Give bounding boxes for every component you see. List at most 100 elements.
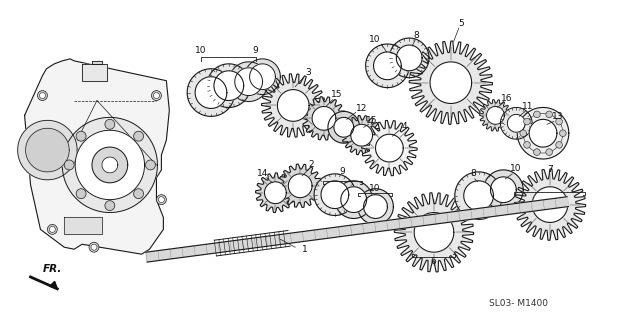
Circle shape bbox=[556, 118, 563, 125]
Circle shape bbox=[40, 93, 45, 99]
Polygon shape bbox=[187, 69, 235, 116]
Polygon shape bbox=[376, 134, 403, 162]
Polygon shape bbox=[102, 157, 118, 173]
Polygon shape bbox=[396, 45, 422, 71]
Text: 8: 8 bbox=[471, 169, 477, 178]
Polygon shape bbox=[529, 119, 557, 147]
Text: SL03- M1400: SL03- M1400 bbox=[488, 299, 547, 308]
Text: FR.: FR. bbox=[42, 264, 62, 274]
Polygon shape bbox=[321, 181, 349, 209]
Polygon shape bbox=[288, 174, 312, 198]
Circle shape bbox=[546, 111, 552, 118]
Polygon shape bbox=[278, 164, 322, 207]
Text: 2: 2 bbox=[308, 161, 314, 169]
Text: 10: 10 bbox=[509, 164, 521, 173]
Polygon shape bbox=[92, 147, 128, 183]
Circle shape bbox=[38, 91, 47, 100]
Polygon shape bbox=[500, 107, 532, 139]
Polygon shape bbox=[409, 41, 493, 124]
Circle shape bbox=[152, 91, 161, 100]
Text: 12: 12 bbox=[356, 104, 367, 113]
Polygon shape bbox=[146, 197, 568, 262]
Polygon shape bbox=[92, 61, 102, 64]
Circle shape bbox=[134, 131, 143, 141]
Polygon shape bbox=[365, 44, 409, 88]
Polygon shape bbox=[277, 90, 309, 121]
Polygon shape bbox=[364, 195, 387, 218]
Text: 13: 13 bbox=[552, 112, 564, 121]
Polygon shape bbox=[244, 59, 280, 94]
Circle shape bbox=[47, 225, 58, 234]
Text: 10: 10 bbox=[369, 184, 380, 193]
Text: 5: 5 bbox=[458, 19, 463, 28]
Text: 16: 16 bbox=[500, 94, 512, 103]
Text: 9: 9 bbox=[339, 167, 345, 176]
Polygon shape bbox=[335, 181, 372, 218]
Text: 8: 8 bbox=[413, 31, 419, 40]
Polygon shape bbox=[334, 117, 354, 137]
Polygon shape bbox=[302, 97, 346, 140]
Circle shape bbox=[76, 131, 86, 141]
Text: 10: 10 bbox=[369, 35, 380, 44]
Circle shape bbox=[524, 142, 531, 148]
Polygon shape bbox=[479, 100, 511, 131]
Polygon shape bbox=[517, 107, 569, 159]
Polygon shape bbox=[82, 64, 107, 81]
Circle shape bbox=[76, 189, 86, 199]
Circle shape bbox=[91, 244, 97, 250]
Circle shape bbox=[64, 160, 74, 170]
Polygon shape bbox=[389, 38, 429, 78]
Polygon shape bbox=[62, 117, 157, 212]
Circle shape bbox=[145, 160, 156, 170]
Text: 7: 7 bbox=[547, 165, 553, 174]
Polygon shape bbox=[264, 182, 286, 204]
Polygon shape bbox=[26, 128, 69, 172]
Circle shape bbox=[524, 118, 531, 125]
Text: 6: 6 bbox=[430, 257, 436, 266]
Polygon shape bbox=[532, 187, 568, 222]
Polygon shape bbox=[235, 68, 262, 95]
Text: 1: 1 bbox=[302, 245, 308, 254]
Circle shape bbox=[105, 119, 115, 129]
Polygon shape bbox=[342, 115, 381, 155]
Polygon shape bbox=[414, 212, 454, 252]
Polygon shape bbox=[486, 107, 504, 124]
Polygon shape bbox=[195, 77, 227, 108]
Polygon shape bbox=[75, 130, 145, 200]
Polygon shape bbox=[351, 124, 372, 146]
Polygon shape bbox=[50, 281, 58, 289]
Circle shape bbox=[89, 242, 99, 252]
Polygon shape bbox=[430, 62, 472, 103]
Polygon shape bbox=[484, 170, 524, 210]
Polygon shape bbox=[374, 52, 401, 80]
Polygon shape bbox=[250, 64, 275, 90]
Circle shape bbox=[520, 130, 527, 136]
Polygon shape bbox=[508, 114, 525, 132]
Circle shape bbox=[546, 149, 552, 156]
Text: 15: 15 bbox=[366, 116, 378, 125]
Polygon shape bbox=[455, 172, 502, 219]
Polygon shape bbox=[515, 169, 586, 240]
Circle shape bbox=[156, 195, 166, 204]
Circle shape bbox=[105, 201, 115, 211]
Text: 15: 15 bbox=[331, 90, 342, 99]
Circle shape bbox=[134, 189, 143, 199]
Circle shape bbox=[534, 111, 540, 118]
Polygon shape bbox=[328, 111, 360, 143]
Polygon shape bbox=[24, 59, 170, 254]
Polygon shape bbox=[207, 64, 251, 107]
Text: 3: 3 bbox=[305, 68, 311, 77]
Polygon shape bbox=[490, 177, 516, 203]
Polygon shape bbox=[64, 218, 102, 234]
Polygon shape bbox=[358, 189, 394, 225]
Polygon shape bbox=[229, 62, 268, 101]
Text: 4: 4 bbox=[401, 122, 407, 131]
Polygon shape bbox=[464, 181, 493, 211]
Text: 10: 10 bbox=[195, 46, 207, 55]
Polygon shape bbox=[394, 193, 474, 272]
Circle shape bbox=[159, 197, 164, 203]
Text: 14: 14 bbox=[257, 169, 268, 178]
Circle shape bbox=[534, 149, 540, 156]
Circle shape bbox=[559, 130, 566, 136]
Text: 11: 11 bbox=[522, 102, 534, 111]
